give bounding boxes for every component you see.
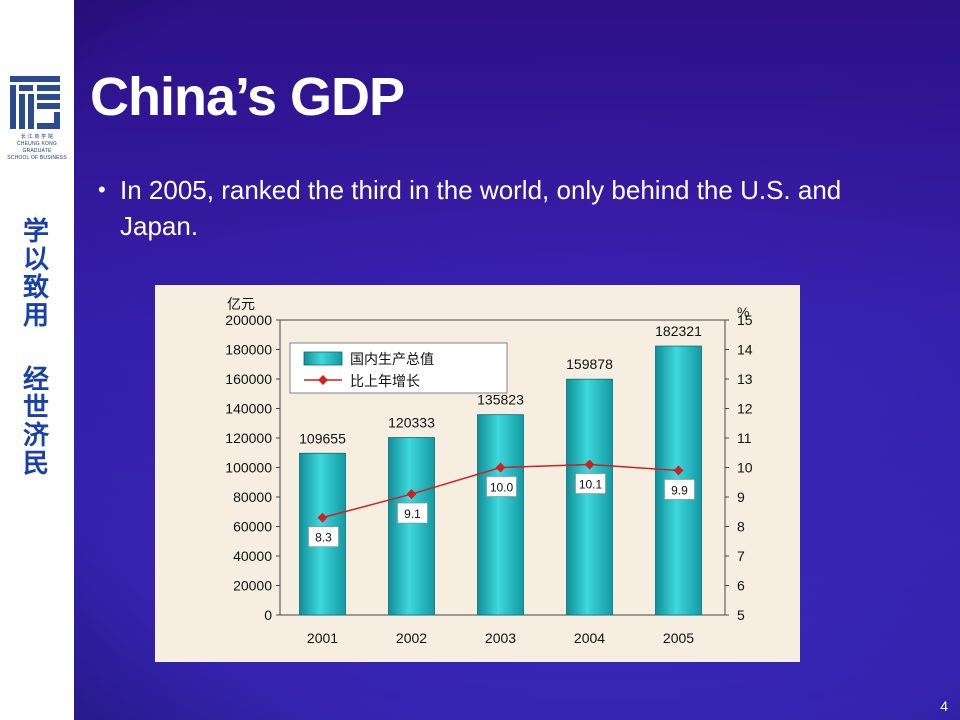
school-motto: 学 以 致 用 经 世 济 民 bbox=[20, 218, 52, 478]
logo-caption: 长 江 商 学 院 CHEUNG KONG GRADUATE SCHOOL OF… bbox=[4, 134, 70, 162]
left-tick-label: 40000 bbox=[233, 548, 272, 564]
gdp-chart: 0 20000 40000 60000 80000 100000 120000 140000 1… bbox=[155, 285, 800, 662]
slide-title: China’s GDP bbox=[90, 67, 405, 127]
motto-char: 经 bbox=[22, 365, 49, 395]
right-tick-label: 10 bbox=[737, 460, 753, 476]
page-number: 4 bbox=[940, 698, 948, 714]
growth-label: 8.3 bbox=[315, 531, 332, 545]
right-tick-label: 5 bbox=[737, 607, 745, 623]
right-tick-label: 12 bbox=[737, 401, 753, 417]
bullet-text: In 2005, ranked the third in the world, … bbox=[120, 175, 842, 241]
left-tick-label: 180000 bbox=[225, 342, 272, 358]
legend-label-growth: 比上年增长 bbox=[350, 373, 420, 389]
left-tick-label: 140000 bbox=[225, 401, 272, 417]
motto-char: 致 bbox=[22, 273, 49, 303]
left-tick-label: 120000 bbox=[225, 430, 272, 446]
bar-value-label: 120333 bbox=[388, 415, 435, 431]
left-tick-label: 160000 bbox=[225, 371, 272, 387]
growth-label-box bbox=[575, 473, 606, 494]
sidebar: 长 江 商 学 院 CHEUNG KONG GRADUATE SCHOOL OF… bbox=[0, 0, 74, 720]
left-tick-label: 60000 bbox=[233, 519, 272, 535]
right-tick-label: 7 bbox=[737, 548, 745, 564]
left-axis-unit: 亿元 bbox=[227, 296, 255, 312]
motto-char: 以 bbox=[22, 245, 49, 275]
bar-value-label: 135823 bbox=[477, 392, 524, 408]
right-tick-label: 11 bbox=[737, 430, 752, 446]
growth-point bbox=[584, 459, 595, 470]
logo-caption-en-2: SCHOOL OF BUSINESS bbox=[7, 155, 67, 161]
right-axis-unit: % bbox=[737, 304, 749, 320]
growth-label-box bbox=[486, 476, 517, 497]
motto-char: 世 bbox=[22, 393, 49, 423]
right-tick-label: 9 bbox=[737, 489, 745, 505]
growth-label: 9.1 bbox=[404, 507, 421, 521]
x-tick-label: 2004 bbox=[574, 630, 605, 646]
left-tick-label: 0 bbox=[264, 607, 272, 623]
legend-swatch-bar bbox=[303, 351, 343, 366]
growth-label: 9.9 bbox=[671, 483, 688, 497]
growth-label-box bbox=[664, 479, 695, 500]
motto-char: 用 bbox=[22, 301, 49, 331]
x-tick-label: 2001 bbox=[307, 630, 338, 646]
left-tick-label: 200000 bbox=[225, 312, 272, 328]
growth-point bbox=[673, 465, 684, 476]
growth-point bbox=[406, 489, 417, 499]
gdp-bar bbox=[388, 437, 435, 616]
motto-char: 济 bbox=[22, 421, 49, 451]
gdp-bar bbox=[566, 378, 613, 616]
gdp-chart-svg: 0 20000 40000 60000 80000 100000 120000 140000 1… bbox=[225, 296, 753, 646]
growth-label-box bbox=[308, 526, 339, 547]
motto-char: 民 bbox=[22, 449, 49, 479]
gdp-bar bbox=[477, 414, 524, 616]
legend-box bbox=[289, 342, 508, 394]
logo-caption-en-1: CHEUNG KONG GRADUATE bbox=[17, 141, 57, 154]
logo-caption-cn: 长 江 商 学 院 bbox=[20, 134, 54, 140]
bar-value-label: 159878 bbox=[566, 356, 613, 372]
x-tick-label: 2002 bbox=[396, 630, 427, 646]
growth-label: 10.1 bbox=[579, 478, 603, 492]
growth-label-box bbox=[397, 502, 428, 524]
right-tick-label: 13 bbox=[737, 371, 753, 387]
x-tick-label: 2003 bbox=[485, 630, 516, 646]
x-tick-label: 2005 bbox=[663, 630, 694, 646]
bar-value-label: 109655 bbox=[299, 430, 346, 446]
left-tick-label: 80000 bbox=[233, 489, 272, 505]
legend-label-gdp: 国内生产总值 bbox=[350, 351, 434, 367]
bullet-dot-icon: • bbox=[98, 177, 106, 202]
growth-label: 10.0 bbox=[490, 481, 514, 495]
left-tick-label: 20000 bbox=[233, 578, 272, 594]
right-tick-label: 6 bbox=[737, 578, 745, 594]
left-tick-label: 100000 bbox=[225, 460, 272, 476]
right-tick-label: 8 bbox=[737, 519, 745, 535]
right-tick-label: 14 bbox=[737, 342, 753, 358]
motto-char: 学 bbox=[22, 217, 49, 247]
bar-value-label: 182321 bbox=[655, 323, 702, 339]
school-logo bbox=[8, 72, 62, 132]
right-tick-label: 15 bbox=[737, 312, 753, 328]
